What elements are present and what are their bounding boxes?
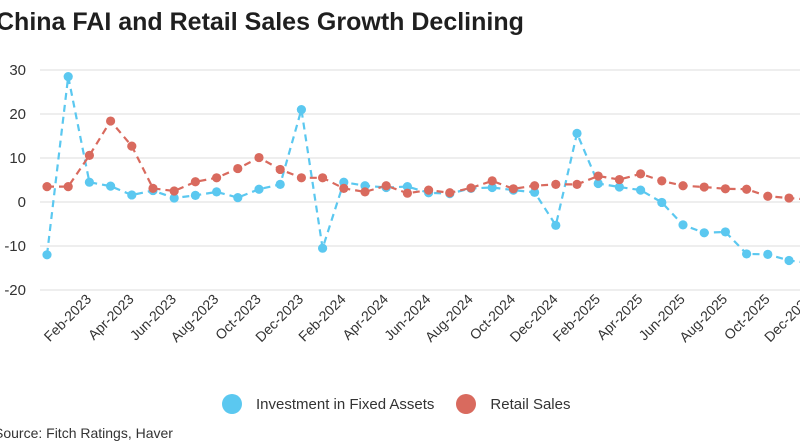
data-point-retail-sales[interactable] (720, 184, 731, 194)
series-line-retail-sales (47, 119, 800, 201)
data-point-investment-in-fixed-assets[interactable] (657, 197, 667, 208)
series-markers (42, 72, 794, 266)
data-point-investment-in-fixed-assets[interactable] (63, 72, 73, 82)
data-point-retail-sales[interactable] (784, 193, 794, 203)
data-point-retail-sales[interactable] (360, 187, 370, 197)
x-tick-label: Feb-2024 (295, 291, 349, 345)
legend-label-fixed-assets: Investment in Fixed Assets (256, 395, 435, 413)
data-point-retail-sales[interactable] (106, 116, 116, 126)
y-tick-label: -20 (4, 282, 26, 299)
data-point-retail-sales[interactable] (190, 177, 200, 187)
data-point-investment-in-fixed-assets[interactable] (636, 185, 646, 195)
data-point-retail-sales[interactable] (296, 173, 306, 183)
data-point-retail-sales[interactable] (445, 188, 455, 198)
data-point-investment-in-fixed-assets[interactable] (233, 193, 243, 203)
data-point-investment-in-fixed-assets[interactable] (318, 243, 328, 253)
data-point-retail-sales[interactable] (63, 182, 73, 192)
data-point-retail-sales[interactable] (318, 173, 328, 183)
y-tick-label: 10 (9, 150, 26, 167)
series-lines (45, 75, 800, 264)
data-point-retail-sales[interactable] (614, 174, 625, 185)
data-point-investment-in-fixed-assets[interactable] (254, 184, 264, 194)
legend-label-retail-sales: Retail Sales (490, 395, 571, 413)
data-point-investment-in-fixed-assets[interactable] (212, 187, 222, 197)
y-axis-tick-labels: 30 20 10 0 -10 -20 (4, 62, 26, 299)
data-point-retail-sales[interactable] (402, 188, 412, 198)
data-point-investment-in-fixed-assets[interactable] (42, 250, 52, 260)
data-point-investment-in-fixed-assets[interactable] (763, 249, 773, 259)
data-point-retail-sales[interactable] (212, 173, 222, 183)
data-point-investment-in-fixed-assets[interactable] (742, 249, 752, 259)
source-note: Source: Fitch Ratings, Haver (0, 425, 173, 441)
data-point-investment-in-fixed-assets[interactable] (551, 220, 561, 230)
data-point-retail-sales[interactable] (530, 181, 540, 191)
data-point-retail-sales[interactable] (381, 181, 391, 191)
y-tick-label: -10 (4, 238, 26, 255)
data-point-retail-sales[interactable] (508, 184, 518, 194)
data-point-retail-sales[interactable] (551, 179, 561, 189)
data-point-investment-in-fixed-assets[interactable] (190, 190, 200, 200)
data-point-retail-sales[interactable] (233, 163, 243, 174)
data-point-retail-sales[interactable] (424, 185, 434, 195)
data-point-retail-sales[interactable] (699, 182, 709, 192)
data-point-retail-sales[interactable] (42, 182, 52, 192)
data-point-investment-in-fixed-assets[interactable] (784, 255, 794, 266)
data-point-investment-in-fixed-assets[interactable] (275, 179, 285, 189)
data-point-retail-sales[interactable] (254, 152, 264, 163)
y-tick-label: 20 (9, 106, 26, 123)
data-point-retail-sales[interactable] (84, 150, 94, 160)
data-point-investment-in-fixed-assets[interactable] (402, 182, 412, 192)
data-point-retail-sales[interactable] (487, 176, 497, 186)
data-point-retail-sales[interactable] (466, 183, 476, 193)
data-point-investment-in-fixed-assets[interactable] (106, 181, 116, 191)
data-point-investment-in-fixed-assets[interactable] (572, 128, 582, 138)
chart-title: China FAI and Retail Sales Growth Declin… (0, 8, 524, 36)
legend-marker-retail-sales (456, 394, 477, 414)
data-point-retail-sales[interactable] (169, 186, 179, 196)
gridlines (40, 69, 800, 291)
data-point-retail-sales[interactable] (742, 184, 752, 194)
data-point-retail-sales[interactable] (572, 179, 582, 189)
data-point-investment-in-fixed-assets[interactable] (593, 178, 603, 189)
data-point-retail-sales[interactable] (148, 183, 158, 193)
y-tick-label: 0 (18, 194, 26, 211)
legend: Investment in Fixed Assets Retail Sales (222, 392, 592, 416)
x-axis-tick-labels: Feb-2023Apr-2023Jun-2023Aug-2023Oct-2023… (41, 291, 800, 345)
data-point-investment-in-fixed-assets[interactable] (296, 105, 306, 115)
data-point-retail-sales[interactable] (678, 181, 688, 191)
data-point-retail-sales[interactable] (275, 164, 285, 175)
x-tick-label: Feb-2025 (549, 291, 603, 345)
data-point-retail-sales[interactable] (763, 191, 773, 201)
series-line-investment-in-fixed-assets (45, 75, 800, 264)
data-point-investment-in-fixed-assets[interactable] (169, 193, 179, 203)
y-tick-label: 30 (9, 62, 26, 79)
data-point-retail-sales[interactable] (339, 183, 349, 193)
x-tick-label: Feb-2023 (41, 291, 95, 345)
legend-marker-fixed-assets (222, 394, 242, 414)
data-point-investment-in-fixed-assets[interactable] (699, 228, 709, 238)
data-point-retail-sales[interactable] (657, 176, 667, 186)
legend-item-fixed-assets[interactable]: Investment in Fixed Assets (222, 394, 434, 414)
data-point-investment-in-fixed-assets[interactable] (614, 182, 625, 192)
data-point-investment-in-fixed-assets[interactable] (530, 187, 540, 197)
data-point-investment-in-fixed-assets[interactable] (678, 220, 688, 230)
legend-item-retail-sales[interactable]: Retail Sales (456, 394, 570, 414)
data-point-retail-sales[interactable] (593, 171, 603, 181)
data-point-investment-in-fixed-assets[interactable] (127, 190, 137, 200)
data-point-retail-sales[interactable] (636, 169, 646, 179)
data-point-retail-sales[interactable] (127, 141, 137, 151)
data-point-investment-in-fixed-assets[interactable] (487, 182, 497, 193)
data-point-investment-in-fixed-assets[interactable] (720, 227, 731, 237)
data-point-investment-in-fixed-assets[interactable] (84, 177, 94, 187)
